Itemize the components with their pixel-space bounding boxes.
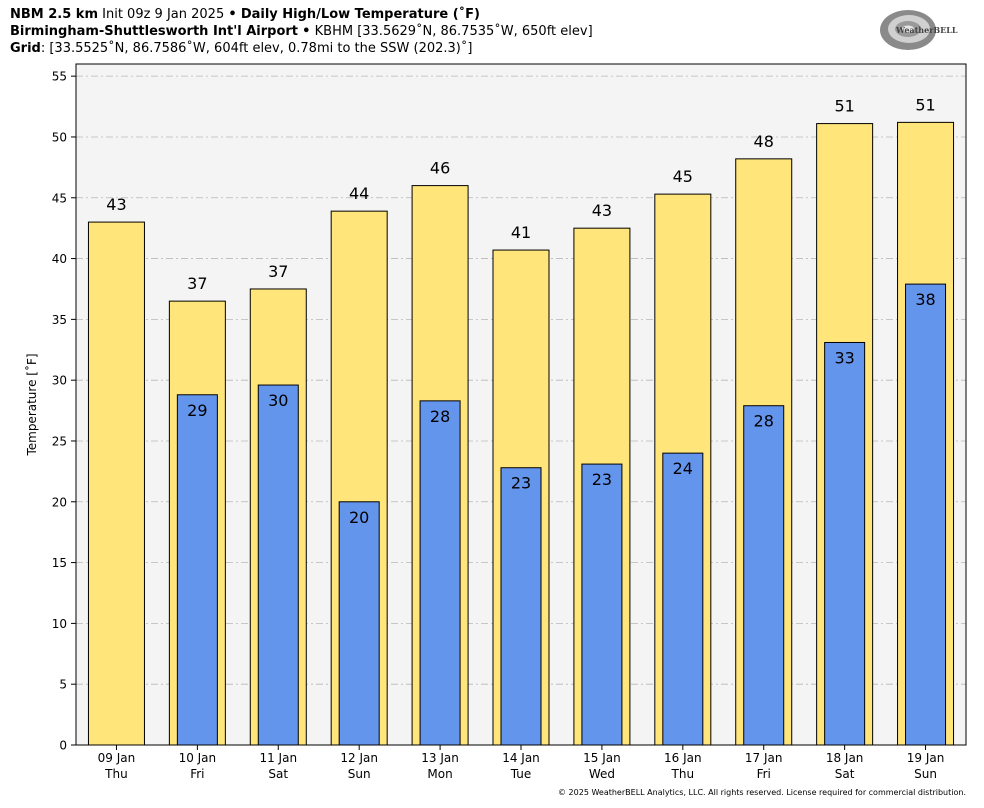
y-axis-label: Temperature [˚F]	[24, 353, 39, 456]
y-tick-label: 45	[52, 191, 67, 205]
x-tick-label-weekday: Wed	[589, 767, 615, 781]
x-tick-label-weekday: Mon	[427, 767, 452, 781]
x-tick-label-weekday: Sun	[914, 767, 937, 781]
low-temp-bar	[905, 283, 947, 746]
axes: 0 5 10 15 20 25 30 35 40 45 50 55 09 Jan Thu 10 Jan Fri…	[52, 70, 945, 781]
x-tick-label-date: 14 Jan	[502, 751, 540, 765]
low-temp-label: 23	[592, 470, 612, 489]
low-temp-bar	[257, 384, 299, 746]
separator: •	[228, 7, 237, 22]
y-tick-label: 15	[52, 556, 67, 570]
low-temp-label: 30	[268, 391, 288, 410]
separator: •	[302, 24, 311, 39]
x-tick-label-weekday: Sat	[268, 767, 288, 781]
chart-title: Daily High/Low Temperature (˚F)	[240, 7, 480, 22]
x-tick-label-weekday: Fri	[757, 767, 771, 781]
copyright-footer: © 2025 WeatherBELL Analytics, LLC. All r…	[558, 788, 966, 797]
grid-label: Grid	[10, 41, 41, 56]
x-tick-label-date: 15 Jan	[583, 751, 621, 765]
x-tick-label-date: 10 Jan	[179, 751, 217, 765]
high-temp-label: 37	[268, 262, 288, 281]
x-tick-label-weekday: Thu	[104, 767, 128, 781]
y-tick-label: 5	[59, 678, 67, 692]
low-temp-label: 33	[834, 348, 854, 367]
x-tick-label-weekday: Tue	[510, 767, 532, 781]
y-tick-label: 10	[52, 617, 67, 631]
x-tick-label-date: 19 Jan	[907, 751, 945, 765]
y-tick-label: 20	[52, 495, 67, 509]
low-temp-bar	[419, 400, 461, 746]
logo-text: WeatherBELL	[895, 25, 958, 35]
high-temp-label: 45	[673, 167, 693, 186]
x-tick-label-weekday: Thu	[671, 767, 695, 781]
header-line-2: Birmingham-Shuttlesworth Int'l Airport •…	[10, 23, 593, 40]
y-tick-label: 35	[52, 313, 67, 327]
model-name: NBM 2.5 km	[10, 7, 98, 22]
station-info: KBHM [33.5629˚N, 86.7535˚W, 650ft elev]	[314, 24, 593, 39]
high-temp-label: 43	[106, 195, 126, 214]
high-temp-label: 51	[915, 95, 935, 114]
y-tick-label: 0	[59, 739, 67, 753]
low-temp-label: 38	[915, 290, 935, 309]
init-time: Init 09z 9 Jan 2025	[102, 7, 225, 22]
high-temp-bar	[87, 221, 145, 746]
x-tick-label-date: 11 Jan	[259, 751, 297, 765]
y-tick-label: 25	[52, 434, 67, 448]
high-temp-label: 51	[834, 97, 854, 116]
y-tick-label: 30	[52, 374, 67, 388]
x-tick-label-date: 17 Jan	[745, 751, 783, 765]
bars: 43 37 29 37 30 44 20 46 28 41 23 43 23 45 24 48 28 51 33 51…	[87, 95, 955, 746]
grid-info: : [33.5525˚N, 86.7586˚W, 604ft elev, 0.7…	[40, 41, 473, 56]
x-tick-label-date: 09 Jan	[98, 751, 136, 765]
y-tick-label: 40	[52, 252, 67, 266]
header-line-1: NBM 2.5 km Init 09z 9 Jan 2025 • Daily H…	[10, 6, 480, 23]
x-tick-label-weekday: Sat	[835, 767, 855, 781]
high-temp-label: 41	[511, 223, 531, 242]
low-temp-bar	[338, 501, 380, 746]
station-name: Birmingham-Shuttlesworth Int'l Airport	[10, 24, 299, 39]
high-temp-label: 46	[430, 159, 450, 178]
x-tick-label-weekday: Sun	[348, 767, 371, 781]
x-tick-label-date: 13 Jan	[421, 751, 459, 765]
header-line-3: Grid: [33.5525˚N, 86.7586˚W, 604ft elev,…	[10, 40, 472, 57]
low-temp-label: 23	[511, 474, 531, 493]
x-tick-label-date: 12 Jan	[340, 751, 378, 765]
x-tick-label-weekday: Fri	[190, 767, 204, 781]
low-temp-label: 28	[430, 407, 450, 426]
low-temp-bar	[743, 405, 785, 746]
low-temp-bar	[662, 452, 704, 746]
low-temp-bar	[500, 467, 542, 746]
y-tick-label: 55	[52, 70, 67, 84]
low-temp-label: 20	[349, 508, 369, 527]
high-temp-label: 44	[349, 184, 369, 203]
high-temp-label: 37	[187, 274, 207, 293]
low-temp-label: 24	[673, 459, 693, 478]
low-temp-bar	[581, 463, 623, 746]
high-temp-label: 48	[754, 132, 774, 151]
y-tick-label: 50	[52, 130, 67, 144]
low-temp-label: 29	[187, 401, 207, 420]
high-temp-label: 43	[592, 201, 612, 220]
x-tick-label-date: 16 Jan	[664, 751, 702, 765]
x-tick-label-date: 18 Jan	[826, 751, 864, 765]
low-temp-bar	[824, 341, 866, 746]
low-temp-label: 28	[754, 412, 774, 431]
weatherbell-swirl-logo: WeatherBELL	[880, 10, 958, 50]
low-temp-bar	[176, 394, 218, 746]
